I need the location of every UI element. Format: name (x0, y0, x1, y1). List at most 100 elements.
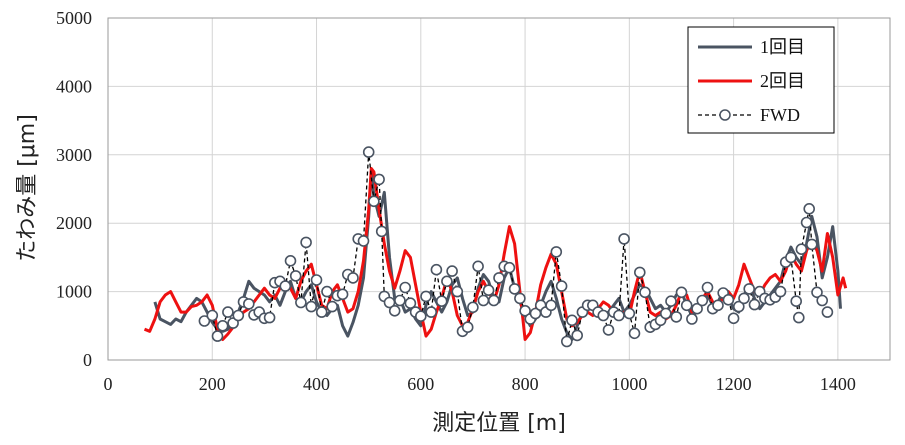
fwd-data-point (357, 235, 370, 247)
fwd-data-point (300, 236, 312, 249)
fwd-data-point (414, 310, 427, 323)
fwd-data-point (550, 246, 563, 258)
fwd-data-point (467, 301, 479, 314)
fwd-data-point (315, 306, 328, 318)
fwd-data-point (738, 292, 750, 305)
fwd-data-point (722, 293, 735, 306)
fwd-data-point (362, 146, 375, 158)
fwd-data-point (446, 265, 458, 277)
fwd-data-point (790, 295, 803, 308)
fwd-data-point (613, 309, 625, 322)
fwd-data-point (691, 302, 703, 315)
fwd-data-point (560, 335, 573, 348)
fwd-data-point (404, 297, 417, 310)
plot-area-frame (107, 17, 891, 361)
fwd-data-point (232, 309, 245, 322)
fwd-data-point (279, 280, 292, 292)
fwd-data-point (514, 292, 526, 305)
x-tick-label: 1200 (716, 374, 752, 394)
series-layer (143, 146, 848, 348)
y-tick-label: 0 (83, 350, 92, 370)
fwd-data-point (425, 306, 438, 318)
x-tick-label: 600 (407, 374, 434, 394)
fwd-data-point (618, 233, 630, 245)
fwd-data-point (263, 311, 276, 324)
fwd-data-point (487, 294, 500, 307)
fwd-data-point (785, 251, 797, 264)
y-tick-label: 1000 (56, 282, 92, 302)
fwd-data-point (222, 306, 234, 318)
fwd-data-point (243, 298, 255, 310)
fwd-data-point (368, 195, 380, 208)
y-tick-label: 2000 (56, 213, 92, 233)
fwd-data-point (743, 283, 756, 295)
fwd-data-point (732, 300, 745, 313)
x-tick-label: 400 (303, 374, 330, 394)
y-axis-title: たわみ量 [μm] (15, 114, 40, 262)
fwd-data-point (633, 266, 646, 279)
fwd-data-point (482, 284, 495, 297)
fwd-data-point (597, 309, 610, 322)
fwd-data-point (800, 216, 813, 229)
fwd-data-point (198, 315, 211, 327)
fwd-data-point (795, 243, 808, 255)
x-tick-label: 0 (104, 374, 113, 394)
y-tick-label: 5000 (56, 8, 92, 28)
fwd-data-point (295, 296, 307, 309)
fwd-data-point (477, 294, 490, 307)
fwd-data-point (571, 329, 584, 342)
fwd-data-point (451, 285, 464, 298)
fwd-data-point (388, 304, 401, 317)
fwd-data-point (435, 295, 448, 308)
legend-marker-series-3 (719, 109, 731, 121)
fwd-data-point (211, 330, 224, 342)
fwd-data-point (284, 254, 297, 267)
fwd-data-point (310, 274, 323, 286)
fwd-data-point (727, 312, 740, 325)
fwd-data-point (628, 327, 641, 340)
fwd-data-point (461, 321, 474, 334)
legend: 1回目 2回目 FWD (687, 26, 835, 134)
fwd-data-point (519, 304, 531, 317)
fwd-data-point (665, 295, 677, 308)
fwd-data-point (216, 319, 229, 332)
fwd-data-point (623, 307, 636, 320)
fwd-data-point (821, 306, 834, 318)
legend-label-series-1: 1回目 (760, 37, 805, 57)
fwd-data-point (545, 299, 557, 312)
fwd-data-point (399, 281, 412, 294)
fwd-data-point (680, 299, 693, 312)
fwd-data-point (472, 260, 484, 273)
fwd-data-point (503, 261, 516, 274)
fwd-data-point (602, 324, 615, 336)
fwd-data-point (375, 225, 388, 238)
fwd-data-point (321, 285, 333, 298)
fwd-data-point (305, 300, 318, 313)
fwd-data-point (686, 313, 698, 325)
fwd-data-point (555, 280, 568, 292)
fwd-data-point (803, 203, 816, 215)
x-tick-label: 200 (199, 374, 226, 394)
x-tick-label: 1400 (820, 374, 856, 394)
fwd-data-point (441, 275, 453, 288)
x-axis-title: 測定位置 [m] (432, 411, 566, 436)
fwd-data-point (373, 173, 385, 186)
fwd-data-point (696, 294, 709, 307)
fwd-data-point (347, 272, 359, 284)
fwd-data-point (493, 272, 505, 284)
fwd-data-point (811, 286, 823, 299)
fwd-data-point (805, 238, 818, 251)
fwd-data-point (670, 311, 683, 323)
fwd-data-point (566, 314, 578, 327)
fwd-data-point (659, 307, 672, 320)
x-tick-label: 1000 (611, 374, 647, 394)
legend-label-series-2: 2回目 (760, 71, 805, 91)
x-tick-label: 800 (512, 374, 539, 394)
fwd-data-point (430, 263, 443, 276)
fwd-data-point (748, 298, 761, 311)
fwd-data-point (792, 311, 805, 324)
fwd-data-point (206, 309, 219, 322)
tick-labels: 0 1000 2000 3000 4000 5000 0 200 400 600 800 1000 12… (56, 8, 856, 394)
fwd-data-point (675, 286, 688, 299)
